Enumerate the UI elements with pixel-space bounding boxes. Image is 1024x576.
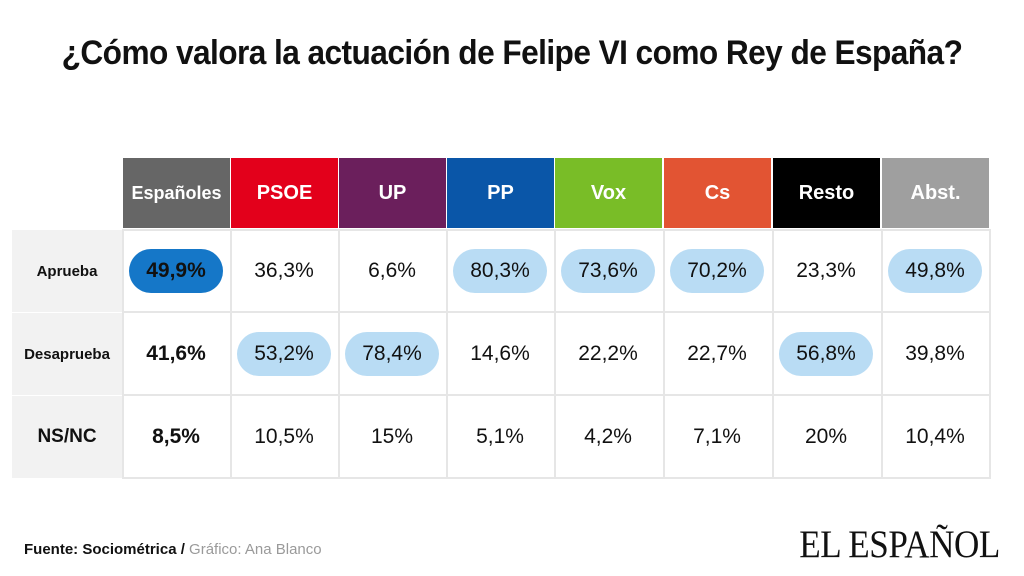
table-cell: 22,2%: [555, 313, 661, 395]
grid-line-vertical: [663, 230, 665, 478]
table-cell: 49,9%: [123, 230, 229, 312]
table-cell: 10,4%: [882, 396, 988, 478]
table-cell: 10,5%: [231, 396, 337, 478]
table-cell: 49,8%: [882, 230, 988, 312]
column-header-vox: Vox: [555, 158, 662, 228]
column-header-resto: Resto: [773, 158, 880, 228]
column-header-psoe: PSOE: [231, 158, 338, 228]
el-espanol-logo: EL ESPAÑOL: [799, 523, 1000, 566]
grid-line-horizontal: [122, 229, 991, 231]
table-cell: 15%: [339, 396, 445, 478]
cell-value: 70,2%: [670, 249, 764, 293]
cell-value: 15%: [370, 425, 414, 448]
cell-value: 22,7%: [687, 342, 747, 365]
cell-value: 49,8%: [888, 249, 982, 293]
chart-title: ¿Cómo valora la actuación de Felipe VI c…: [61, 34, 963, 72]
table-cell: 22,7%: [664, 313, 770, 395]
table-cell: 5,1%: [447, 396, 553, 478]
cell-value: 4,2%: [584, 425, 632, 448]
table-cell: 20%: [773, 396, 879, 478]
table-cell: 23,3%: [773, 230, 879, 312]
table-cell: 41,6%: [123, 313, 229, 395]
cell-value: 39,8%: [905, 342, 965, 365]
cell-value: 8,5%: [152, 425, 200, 448]
cell-value: 20%: [804, 425, 848, 448]
cell-value: 36,3%: [254, 259, 314, 282]
table-cell: 36,3%: [231, 230, 337, 312]
table-cell: 70,2%: [664, 230, 770, 312]
table-cell: 8,5%: [123, 396, 229, 478]
table-cell: 56,8%: [773, 313, 879, 395]
grid-line-vertical: [881, 230, 883, 478]
cell-value: 10,4%: [905, 425, 965, 448]
grid-line-vertical: [122, 230, 124, 478]
source-text: Fuente: Sociométrica /: [24, 541, 185, 558]
table-cell: 78,4%: [339, 313, 445, 395]
grid-line-vertical: [554, 230, 556, 478]
column-header-abst: Abst.: [882, 158, 989, 228]
grid-line-horizontal: [122, 311, 991, 313]
table-cell: 6,6%: [339, 230, 445, 312]
cell-value: 53,2%: [237, 332, 331, 376]
cell-value: 56,8%: [779, 332, 873, 376]
column-header-pp: PP: [447, 158, 554, 228]
table-cell: 80,3%: [447, 230, 553, 312]
table-cell: 7,1%: [664, 396, 770, 478]
table-cell: 14,6%: [447, 313, 553, 395]
cell-value: 49,9%: [129, 249, 223, 293]
cell-value: 10,5%: [254, 425, 314, 448]
cell-value: 5,1%: [476, 425, 524, 448]
grid-line-horizontal: [122, 477, 991, 479]
grid-line-vertical: [772, 230, 774, 478]
table-cell: 73,6%: [555, 230, 661, 312]
column-header-up: UP: [339, 158, 446, 228]
column-header-espaoles: Españoles: [123, 158, 230, 228]
table-cell: 39,8%: [882, 313, 988, 395]
grid-line-vertical: [338, 230, 340, 478]
footer: Fuente: Sociométrica / Gráfico: Ana Blan…: [24, 541, 322, 558]
column-header-cs: Cs: [664, 158, 771, 228]
table-cell: 4,2%: [555, 396, 661, 478]
grid-line-vertical: [446, 230, 448, 478]
credit-text: Gráfico: Ana Blanco: [184, 541, 322, 558]
cell-value: 22,2%: [578, 342, 638, 365]
cell-value: 80,3%: [453, 249, 547, 293]
grid-line-vertical: [989, 230, 991, 478]
row-label-aprueba: Aprueba: [12, 230, 122, 312]
row-label-desaprueba: Desaprueba: [12, 313, 122, 395]
table-cell: 53,2%: [231, 313, 337, 395]
grid-line-horizontal: [122, 394, 991, 396]
cell-value: 23,3%: [796, 259, 856, 282]
cell-value: 7,1%: [693, 425, 741, 448]
cell-value: 73,6%: [561, 249, 655, 293]
cell-value: 41,6%: [146, 342, 206, 365]
cell-value: 6,6%: [368, 259, 416, 282]
cell-value: 14,6%: [470, 342, 530, 365]
grid-line-vertical: [230, 230, 232, 478]
cell-value: 78,4%: [345, 332, 439, 376]
row-label-nsnc: NS/NC: [12, 396, 122, 478]
